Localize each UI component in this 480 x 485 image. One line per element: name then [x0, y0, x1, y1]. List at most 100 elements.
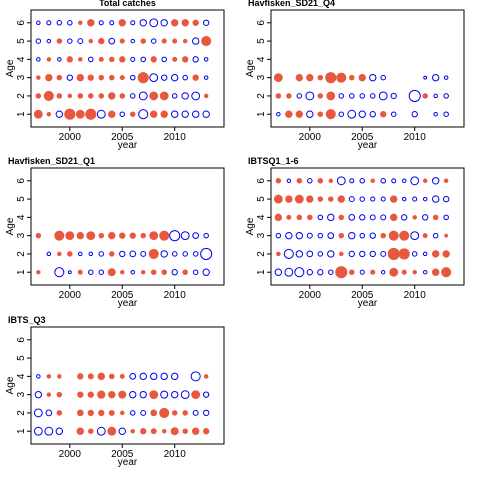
x-axis-label: year — [118, 140, 138, 151]
residual-bubble — [171, 410, 178, 416]
residual-bubble — [76, 73, 84, 82]
residual-bubble — [108, 37, 116, 45]
residual-bubble — [369, 214, 376, 221]
x-tick-label: 2000 — [59, 132, 82, 143]
residual-bubble — [410, 231, 420, 241]
residual-bubble — [129, 93, 136, 99]
plot-frame — [30, 326, 225, 445]
residual-bubble — [401, 178, 407, 184]
residual-bubble — [150, 372, 158, 381]
residual-bubble — [46, 38, 52, 44]
residual-bubble — [161, 38, 167, 44]
residual-bubble — [138, 109, 149, 120]
residual-bubble — [45, 409, 53, 417]
residual-bubble — [129, 410, 136, 416]
residual-bubble — [149, 91, 159, 101]
residual-bubble — [191, 427, 200, 435]
y-tick-label: 4 — [256, 214, 267, 220]
residual-bubble — [182, 428, 188, 434]
residual-bubble — [276, 251, 281, 257]
residual-bubble — [87, 391, 94, 398]
residual-bubble — [411, 111, 418, 118]
residual-bubble — [202, 268, 210, 276]
residual-bubble — [149, 73, 159, 83]
residual-bubble — [326, 91, 336, 101]
residual-bubble — [191, 110, 200, 118]
plot-frame — [30, 9, 225, 128]
residual-bubble — [129, 372, 137, 380]
residual-bubble — [119, 93, 126, 99]
residual-bubble — [87, 373, 94, 380]
residual-bubble — [182, 38, 188, 44]
residual-bubble — [410, 176, 420, 186]
x-tick-label: 2010 — [164, 449, 187, 460]
residual-bubble — [306, 110, 314, 118]
residual-bubble — [140, 409, 147, 416]
y-tick-label: 5 — [256, 196, 267, 202]
y-tick-label: 6 — [256, 178, 267, 184]
residual-bubble — [159, 407, 170, 418]
x-axis-label: year — [118, 298, 138, 309]
residual-bubble — [380, 74, 386, 81]
residual-bubble — [149, 390, 159, 400]
residual-bubble — [380, 250, 387, 257]
residual-bubble — [348, 250, 355, 258]
residual-bubble — [412, 196, 418, 202]
residual-bubble — [130, 428, 135, 434]
residual-bubble — [359, 196, 366, 202]
residual-bubble — [202, 428, 210, 435]
residual-bubble — [399, 230, 410, 241]
residual-bubble — [161, 56, 167, 63]
residual-bubble — [412, 269, 417, 275]
residual-bubble — [171, 372, 179, 381]
plot-frame — [270, 9, 465, 128]
x-tick-label: 2010 — [404, 132, 427, 143]
residual-bubble — [348, 213, 356, 221]
residual-bubble — [306, 195, 314, 203]
residual-bubble — [119, 75, 125, 81]
panel-title: Total catches — [99, 0, 156, 8]
y-tick-label: 6 — [16, 337, 27, 343]
residual-bubble — [85, 108, 97, 120]
residual-bubble — [54, 230, 65, 241]
residual-bubble — [140, 428, 147, 435]
residual-bubble — [422, 196, 428, 202]
residual-bubble — [77, 269, 83, 275]
x-tick-label: 2010 — [164, 132, 187, 143]
residual-bubble — [422, 269, 428, 275]
residual-bubble — [191, 91, 201, 101]
residual-bubble — [139, 19, 147, 27]
residual-bubble — [98, 56, 104, 62]
residual-bubble — [172, 56, 178, 62]
residual-bubble — [181, 92, 189, 100]
residual-bubble — [78, 20, 83, 26]
residual-bubble — [307, 214, 313, 221]
residual-bubble — [192, 251, 199, 257]
residual-bubble — [336, 176, 346, 186]
residual-bubble — [88, 93, 94, 99]
residual-bubble — [119, 250, 126, 258]
residual-bubble — [359, 269, 365, 275]
residual-bubble — [46, 111, 52, 117]
residual-bubble — [294, 194, 304, 204]
residual-bubble — [348, 196, 355, 203]
residual-bubble — [192, 74, 199, 81]
residual-bubble — [160, 250, 168, 258]
residual-bubble — [338, 214, 345, 221]
residual-bubble — [370, 269, 376, 275]
residual-bubble — [273, 73, 283, 83]
residual-bubble — [77, 38, 84, 45]
residual-bubble — [56, 410, 63, 416]
residual-bubble — [35, 93, 42, 99]
residual-bubble — [380, 196, 386, 202]
residual-bubble — [140, 38, 146, 44]
residual-bubble — [203, 93, 209, 99]
residual-bubble — [119, 373, 125, 379]
residual-bubble — [44, 426, 54, 436]
panel-title: IBTS_Q3 — [8, 315, 46, 325]
residual-bubble — [150, 269, 157, 275]
residual-bubble — [77, 391, 84, 398]
residual-bubble — [67, 251, 73, 257]
y-tick-label: 4 — [16, 373, 27, 379]
residual-bubble — [118, 390, 127, 399]
